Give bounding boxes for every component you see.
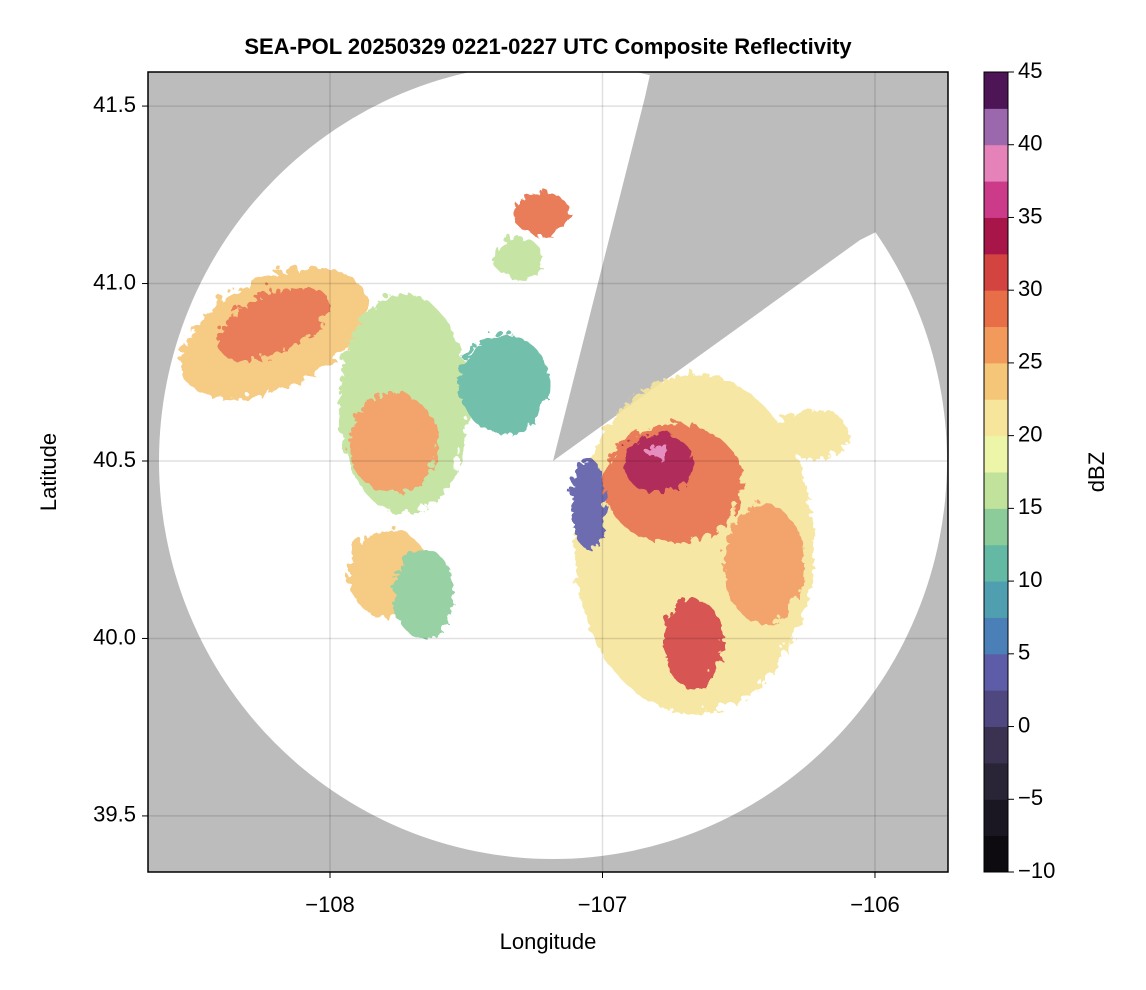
colorbar-band [984,508,1008,546]
colorbar-tick-label: 25 [1018,349,1042,374]
colorbar-band [984,762,1008,800]
colorbar-tick-label: 20 [1018,421,1042,446]
colorbar-band [984,290,1008,328]
colorbar-band [984,399,1008,437]
colorbar-band [984,690,1008,728]
colorbar-tick-label: −5 [1018,785,1043,810]
colorbar-band [984,472,1008,509]
colorbar-band [984,799,1008,837]
x-tick-label: −107 [578,892,628,917]
colorbar-band [984,217,1008,255]
plot-frame [147,71,949,873]
colorbar-frame [983,71,1009,873]
colorbar-tick-label: 15 [1018,494,1042,519]
colorbar-band [984,181,1008,218]
colorbar-label: dBZ [1084,452,1109,492]
grid [148,72,948,872]
y-tick-label: 39.5 [93,802,136,827]
blocked-sector [553,72,948,461]
x-tick-label: −106 [850,892,900,917]
x-axis-label: Longitude [500,929,597,954]
x-tick-label: −108 [305,892,355,917]
colorbar-tick-label: −10 [1018,858,1055,883]
colorbar-tick-label: 10 [1018,567,1042,592]
colorbar-tick-label: 0 [1018,712,1030,737]
colorbar-band [984,435,1008,473]
echo-field [176,188,845,710]
colorbar-band [984,108,1008,146]
y-tick-label: 40.5 [93,447,136,472]
colorbar-band [984,72,1008,109]
colorbar-tick-label: 40 [1018,131,1042,156]
chart-title: SEA-POL 20250329 0221-0227 UTC Composite… [244,34,852,59]
colorbar-band [984,326,1008,364]
colorbar-tick-label: 45 [1018,58,1042,83]
colorbar-band [984,544,1008,582]
y-tick-label: 41.0 [93,269,136,294]
colorbar-band [984,653,1008,691]
colorbar-band [984,581,1008,618]
colorbar [984,72,1008,873]
y-tick-label: 40.0 [93,624,136,649]
colorbar-band [984,726,1008,764]
plot-area [148,72,948,872]
colorbar-band [984,253,1008,291]
colorbar-tick-label: 35 [1018,203,1042,228]
colorbar-band [984,835,1008,873]
colorbar-band [984,362,1008,400]
colorbar-band [984,144,1008,182]
colorbar-tick-label: 5 [1018,640,1030,665]
colorbar-band [984,617,1008,655]
y-tick-label: 41.5 [93,92,136,117]
colorbar-tick-label: 30 [1018,276,1042,301]
y-axis-label: Latitude [36,433,61,511]
